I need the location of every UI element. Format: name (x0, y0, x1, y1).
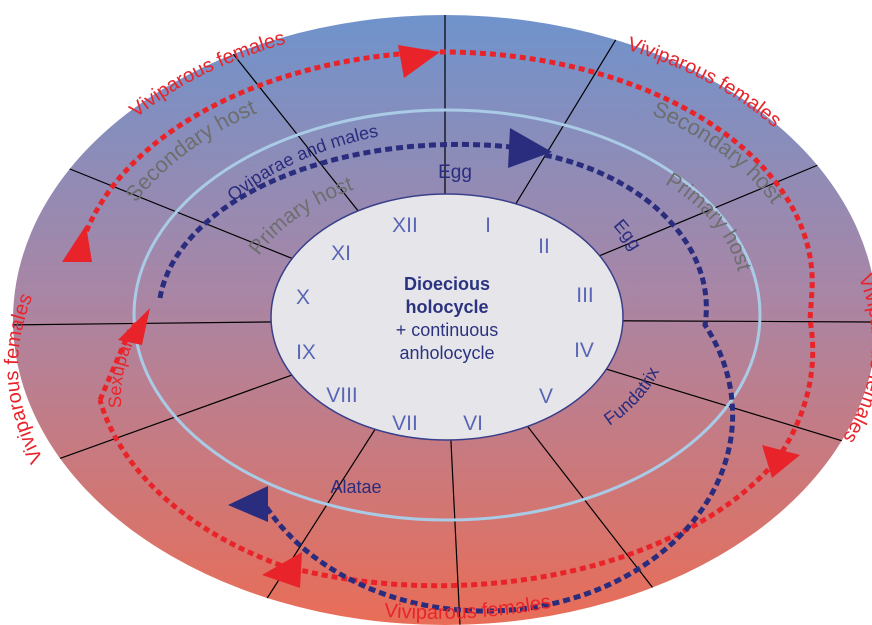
viviparous-cycle-path (77, 49, 816, 589)
center-line-3: + continuous (396, 320, 499, 340)
center-line-2: holocycle (405, 297, 488, 317)
arrow-left-up-icon (62, 225, 92, 262)
center-title: Dioecious holocycle + continuous anholoc… (396, 274, 499, 363)
month-label: V (539, 385, 553, 408)
month-label: IV (574, 339, 594, 362)
month-label: II (538, 235, 550, 258)
month-label: X (296, 286, 310, 309)
month-label: VII (392, 412, 418, 435)
month-label: VI (463, 412, 483, 435)
month-label: VIII (326, 384, 358, 407)
arrow-egg-icon (508, 128, 552, 168)
center-line-1: Dioecious (404, 274, 490, 294)
arrow-bottom-icon (262, 552, 302, 588)
egg-top-label: Egg (438, 162, 472, 183)
arrow-alatae-icon (228, 486, 268, 522)
month-label: III (576, 284, 594, 307)
arrow-top-icon (398, 45, 440, 78)
primary-host-ring (132, 108, 762, 522)
month-labels: I II III IV V VI VII VIII IX X XI XII (296, 214, 594, 435)
month-label: XII (392, 214, 418, 237)
month-label: IX (296, 341, 316, 364)
holocycle-path (157, 141, 736, 614)
holocycle-arrowheads (228, 128, 552, 522)
month-label: XI (331, 242, 351, 265)
viviparous-arrowheads (62, 45, 800, 588)
month-label: I (485, 214, 491, 237)
arrow-right-down-icon (762, 445, 800, 478)
center-disc (270, 193, 624, 441)
arrow-sexuparae-icon (118, 308, 150, 345)
alatae-label: Alatae (330, 477, 381, 497)
center-line-4: anholocycle (399, 343, 494, 363)
